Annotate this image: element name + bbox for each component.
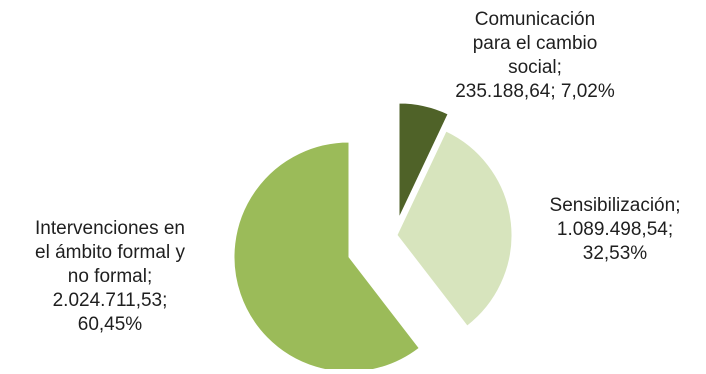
slice-label-comunicacion: Comunicación para el cambio social; 235.… xyxy=(430,8,640,104)
slice-label-line: 60,45% xyxy=(77,314,143,335)
slice-label-line: social; xyxy=(508,57,562,78)
slice-label-line: 1.089.498,54; xyxy=(556,219,674,240)
slice-label-line: 32,53% xyxy=(582,243,648,264)
slice-label-sensibilizacion: Sensibilización; 1.089.498,54; 32,53% xyxy=(525,194,705,266)
slice-label-intervenciones: Intervenciones en el ámbito formal y no … xyxy=(0,217,220,337)
slice-sensibilizacion xyxy=(396,130,513,327)
slice-comunicacion xyxy=(398,102,449,219)
slice-label-line: Intervenciones en xyxy=(35,218,185,239)
slice-label-line: 235.188,64; 7,02% xyxy=(455,81,615,102)
slice-intervenciones xyxy=(233,141,420,373)
slice-label-line: el ámbito formal y xyxy=(35,242,185,263)
slice-label-line: Comunicación xyxy=(474,9,596,30)
slice-label-line: Sensibilización; xyxy=(549,195,681,216)
slice-label-line: 2.024.711,53; xyxy=(52,290,168,311)
slice-label-line: no formal; xyxy=(67,266,153,287)
slice-label-line: para el cambio xyxy=(472,33,598,54)
